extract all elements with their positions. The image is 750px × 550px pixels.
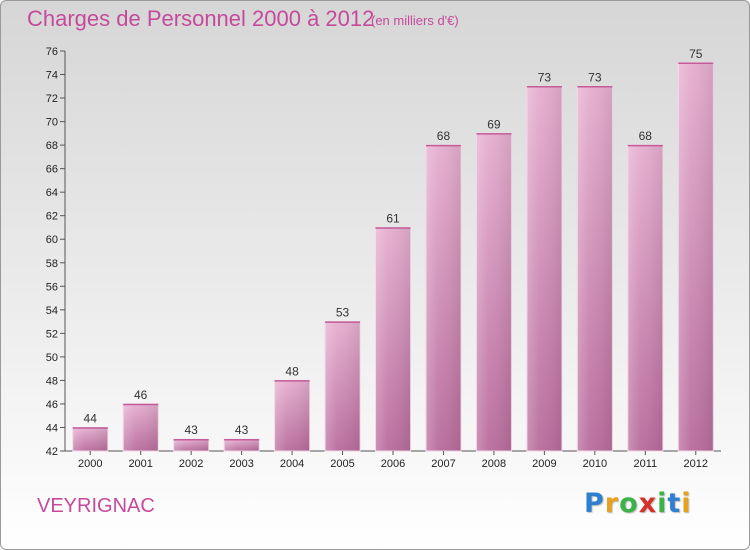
bar-shine [274, 380, 310, 451]
y-tick-label: 68 [46, 140, 58, 152]
y-tick-label: 56 [46, 281, 58, 293]
logo-letter: r [604, 488, 620, 519]
bar-value-label: 68 [437, 129, 451, 143]
y-tick-label: 58 [46, 258, 58, 270]
bar-value-label: 44 [84, 411, 98, 425]
y-tick-label: 66 [46, 164, 58, 176]
bar-value-label: 73 [538, 70, 552, 84]
bar-value-label: 61 [386, 211, 400, 225]
logo-letter: t [667, 488, 682, 519]
bar-shine [325, 321, 361, 451]
bar-shine [526, 86, 562, 451]
bar-value-label: 43 [235, 423, 249, 437]
bar-shine [173, 439, 209, 451]
y-tick-label: 54 [46, 305, 58, 317]
y-tick-label: 52 [46, 328, 58, 340]
bar-value-label: 75 [689, 47, 703, 61]
x-tick-label: 2008 [482, 458, 506, 470]
plot-area: 42 44 46 48 50 52 54 56 58 60 62 64 66 68 70 72 74 76 44 20… [46, 46, 721, 470]
x-tick-label: 2003 [229, 458, 253, 470]
bar-shine [375, 227, 411, 451]
logo-letter: P [584, 488, 605, 519]
chart-subtitle: (en milliers d'€) [371, 13, 459, 28]
y-tick-label: 70 [46, 117, 58, 129]
bar-value-label: 68 [639, 129, 653, 143]
x-tick-label: 2009 [532, 458, 556, 470]
logo-letter: i [657, 488, 668, 519]
bar-value-label: 69 [487, 117, 501, 131]
bar-shine [224, 439, 260, 451]
bar-shine [577, 86, 613, 451]
bar-shine [476, 133, 512, 451]
bar-shine [678, 62, 714, 451]
x-tick-label: 2006 [381, 458, 405, 470]
bar-shine [425, 145, 461, 451]
bar-shine [72, 427, 108, 451]
bar-value-label: 53 [336, 306, 350, 320]
x-tick-label: 2012 [684, 458, 708, 470]
y-tick-label: 44 [46, 422, 58, 434]
chart-title: Charges de Personnel 2000 à 2012 [27, 6, 375, 31]
x-tick-label: 2001 [128, 458, 152, 470]
bar-shine [123, 403, 159, 451]
x-tick-label: 2010 [583, 458, 607, 470]
logo-letter: o [619, 488, 639, 519]
logo-letter: x [638, 488, 658, 519]
y-tick-label: 76 [46, 46, 58, 58]
bar-value-label: 43 [184, 423, 198, 437]
x-tick-label: 2002 [179, 458, 203, 470]
y-tick-label: 46 [46, 399, 58, 411]
y-tick-label: 64 [46, 187, 58, 199]
x-tick-label: 2000 [78, 458, 102, 470]
y-tick-label: 72 [46, 93, 58, 105]
y-tick-label: 60 [46, 234, 58, 246]
proxiti-logo: Proxiti [584, 488, 692, 519]
x-tick-label: 2005 [330, 458, 354, 470]
logo-letter: i [681, 488, 692, 519]
y-tick-label: 50 [46, 352, 58, 364]
x-tick-label: 2007 [431, 458, 455, 470]
y-tick-label: 62 [46, 211, 58, 223]
y-tick-label: 48 [46, 375, 58, 387]
bar-value-label: 46 [134, 388, 148, 402]
bar-value-label: 73 [588, 70, 602, 84]
bar-value-label: 48 [285, 364, 299, 378]
x-tick-label: 2004 [280, 458, 304, 470]
bar-shine [627, 145, 663, 451]
y-tick-label: 74 [46, 70, 58, 82]
x-tick-label: 2011 [633, 458, 657, 470]
place-name: VEYRIGNAC [37, 495, 155, 517]
y-tick-label: 42 [46, 446, 58, 458]
